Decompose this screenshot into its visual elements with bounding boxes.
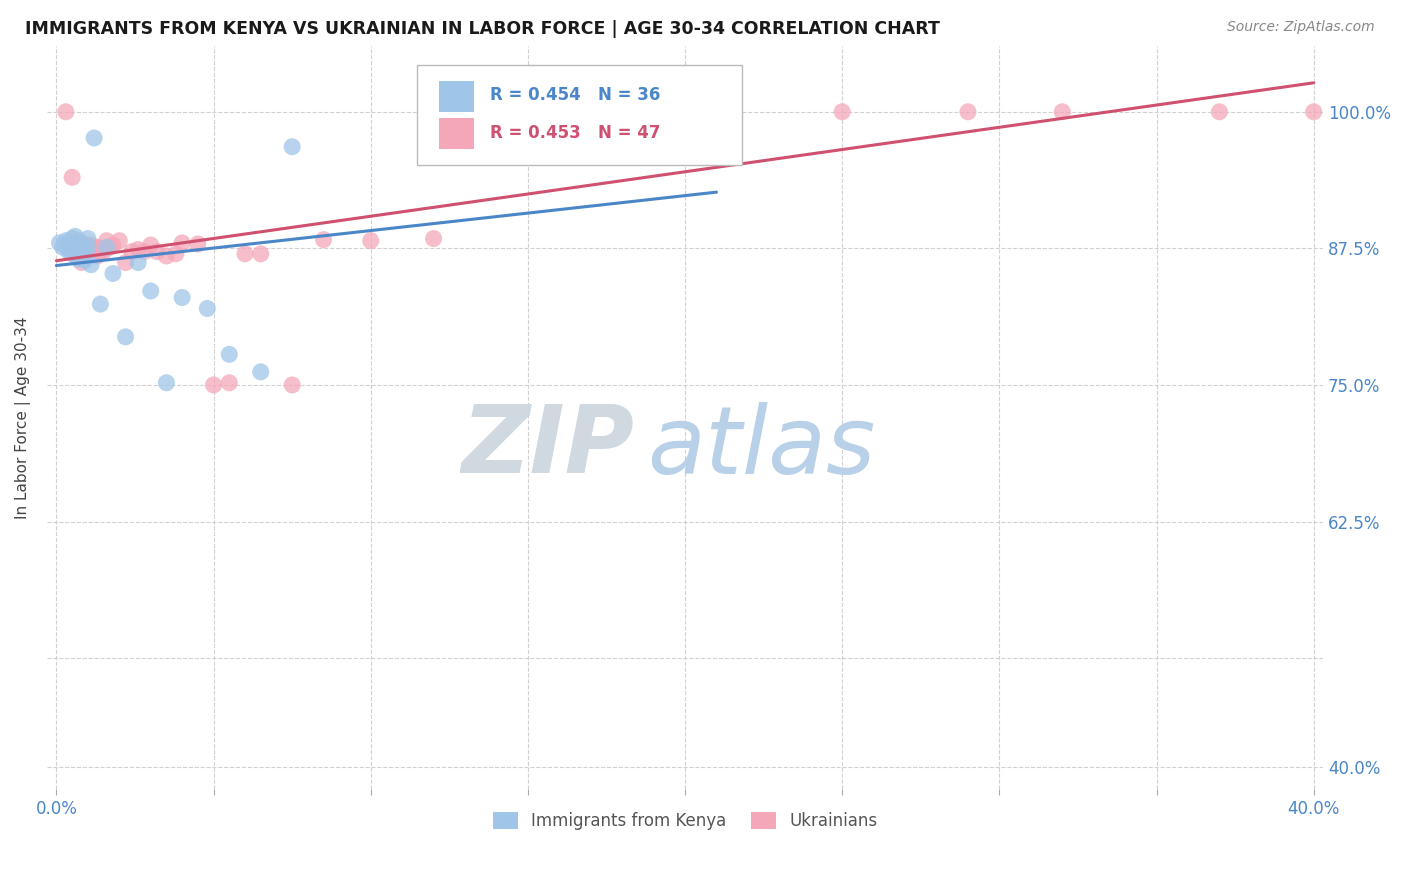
Point (83, 131, 105, 145)
Point (101, 238, 124, 252)
Point (134, 244, 156, 259)
Point (83, 240, 105, 254)
Point (76, 240, 98, 254)
Point (146, 244, 169, 259)
Point (249, 247, 271, 261)
Text: ZIP: ZIP (461, 401, 634, 493)
Point (139, 238, 162, 252)
Point (360, 234, 382, 248)
Point (73, 238, 96, 252)
Point (706, 104, 728, 119)
Point (249, 365, 271, 379)
Point (218, 376, 240, 390)
Point (1208, 104, 1230, 119)
Bar (439, 81, 474, 112)
Point (55, 238, 77, 252)
Point (80, 258, 103, 272)
Legend: Immigrants from Kenya, Ukrainians: Immigrants from Kenya, Ukrainians (486, 805, 884, 837)
Point (65, 229, 87, 244)
Point (89, 244, 111, 259)
Point (127, 255, 149, 269)
Text: R = 0.453   N = 47: R = 0.453 N = 47 (489, 124, 661, 142)
Point (65, 240, 87, 254)
Point (70, 255, 93, 269)
Point (89, 297, 111, 311)
Point (312, 233, 335, 247)
Point (58, 240, 80, 254)
Point (67, 244, 90, 259)
Point (121, 244, 143, 259)
Point (1052, 104, 1074, 119)
FancyBboxPatch shape (418, 65, 742, 165)
Point (60, 170, 83, 185)
Point (67, 252, 90, 267)
Point (70, 235, 93, 250)
Point (114, 330, 136, 344)
Point (65, 243, 87, 257)
Point (172, 235, 194, 250)
Point (422, 231, 444, 245)
Point (98, 240, 121, 254)
Point (96, 240, 118, 254)
Point (187, 237, 209, 252)
Point (60, 238, 83, 252)
Point (60, 247, 83, 261)
Point (155, 249, 177, 263)
Point (48, 235, 70, 250)
Point (55, 104, 77, 119)
Point (60, 231, 83, 245)
Point (67, 240, 90, 254)
Point (70, 243, 93, 257)
Point (60, 240, 83, 254)
Point (52, 240, 75, 254)
Point (114, 255, 136, 269)
Point (76, 244, 98, 259)
Point (1302, 104, 1324, 119)
Point (155, 376, 177, 390)
Bar (439, 119, 474, 150)
Point (139, 284, 162, 298)
Point (108, 234, 131, 248)
Text: atlas: atlas (647, 402, 875, 493)
Point (165, 247, 187, 261)
Y-axis label: In Labor Force | Age 30-34: In Labor Force | Age 30-34 (15, 317, 31, 519)
Point (96, 234, 118, 248)
Point (516, 104, 538, 119)
Point (281, 140, 304, 154)
Point (172, 291, 194, 305)
Point (202, 378, 225, 392)
Point (58, 244, 80, 259)
Point (612, 104, 634, 119)
Point (67, 234, 90, 248)
Point (86, 249, 108, 263)
Point (76, 231, 98, 245)
Point (67, 240, 90, 254)
Point (195, 301, 218, 316)
Point (65, 235, 87, 250)
Text: Source: ZipAtlas.com: Source: ZipAtlas.com (1227, 20, 1375, 34)
Point (706, 104, 728, 119)
Point (76, 240, 98, 254)
Point (86, 240, 108, 254)
Point (93, 244, 115, 259)
Point (80, 238, 103, 252)
Point (233, 247, 256, 261)
Point (127, 243, 149, 257)
Point (73, 243, 96, 257)
Point (831, 104, 853, 119)
Text: R = 0.454   N = 36: R = 0.454 N = 36 (489, 86, 661, 103)
Point (55, 234, 77, 248)
Point (218, 347, 240, 361)
Point (281, 378, 304, 392)
Point (956, 104, 979, 119)
Point (101, 267, 124, 281)
Point (73, 253, 96, 268)
Point (58, 235, 80, 250)
Text: IMMIGRANTS FROM KENYA VS UKRAINIAN IN LABOR FORCE | AGE 30-34 CORRELATION CHART: IMMIGRANTS FROM KENYA VS UKRAINIAN IN LA… (25, 20, 941, 37)
